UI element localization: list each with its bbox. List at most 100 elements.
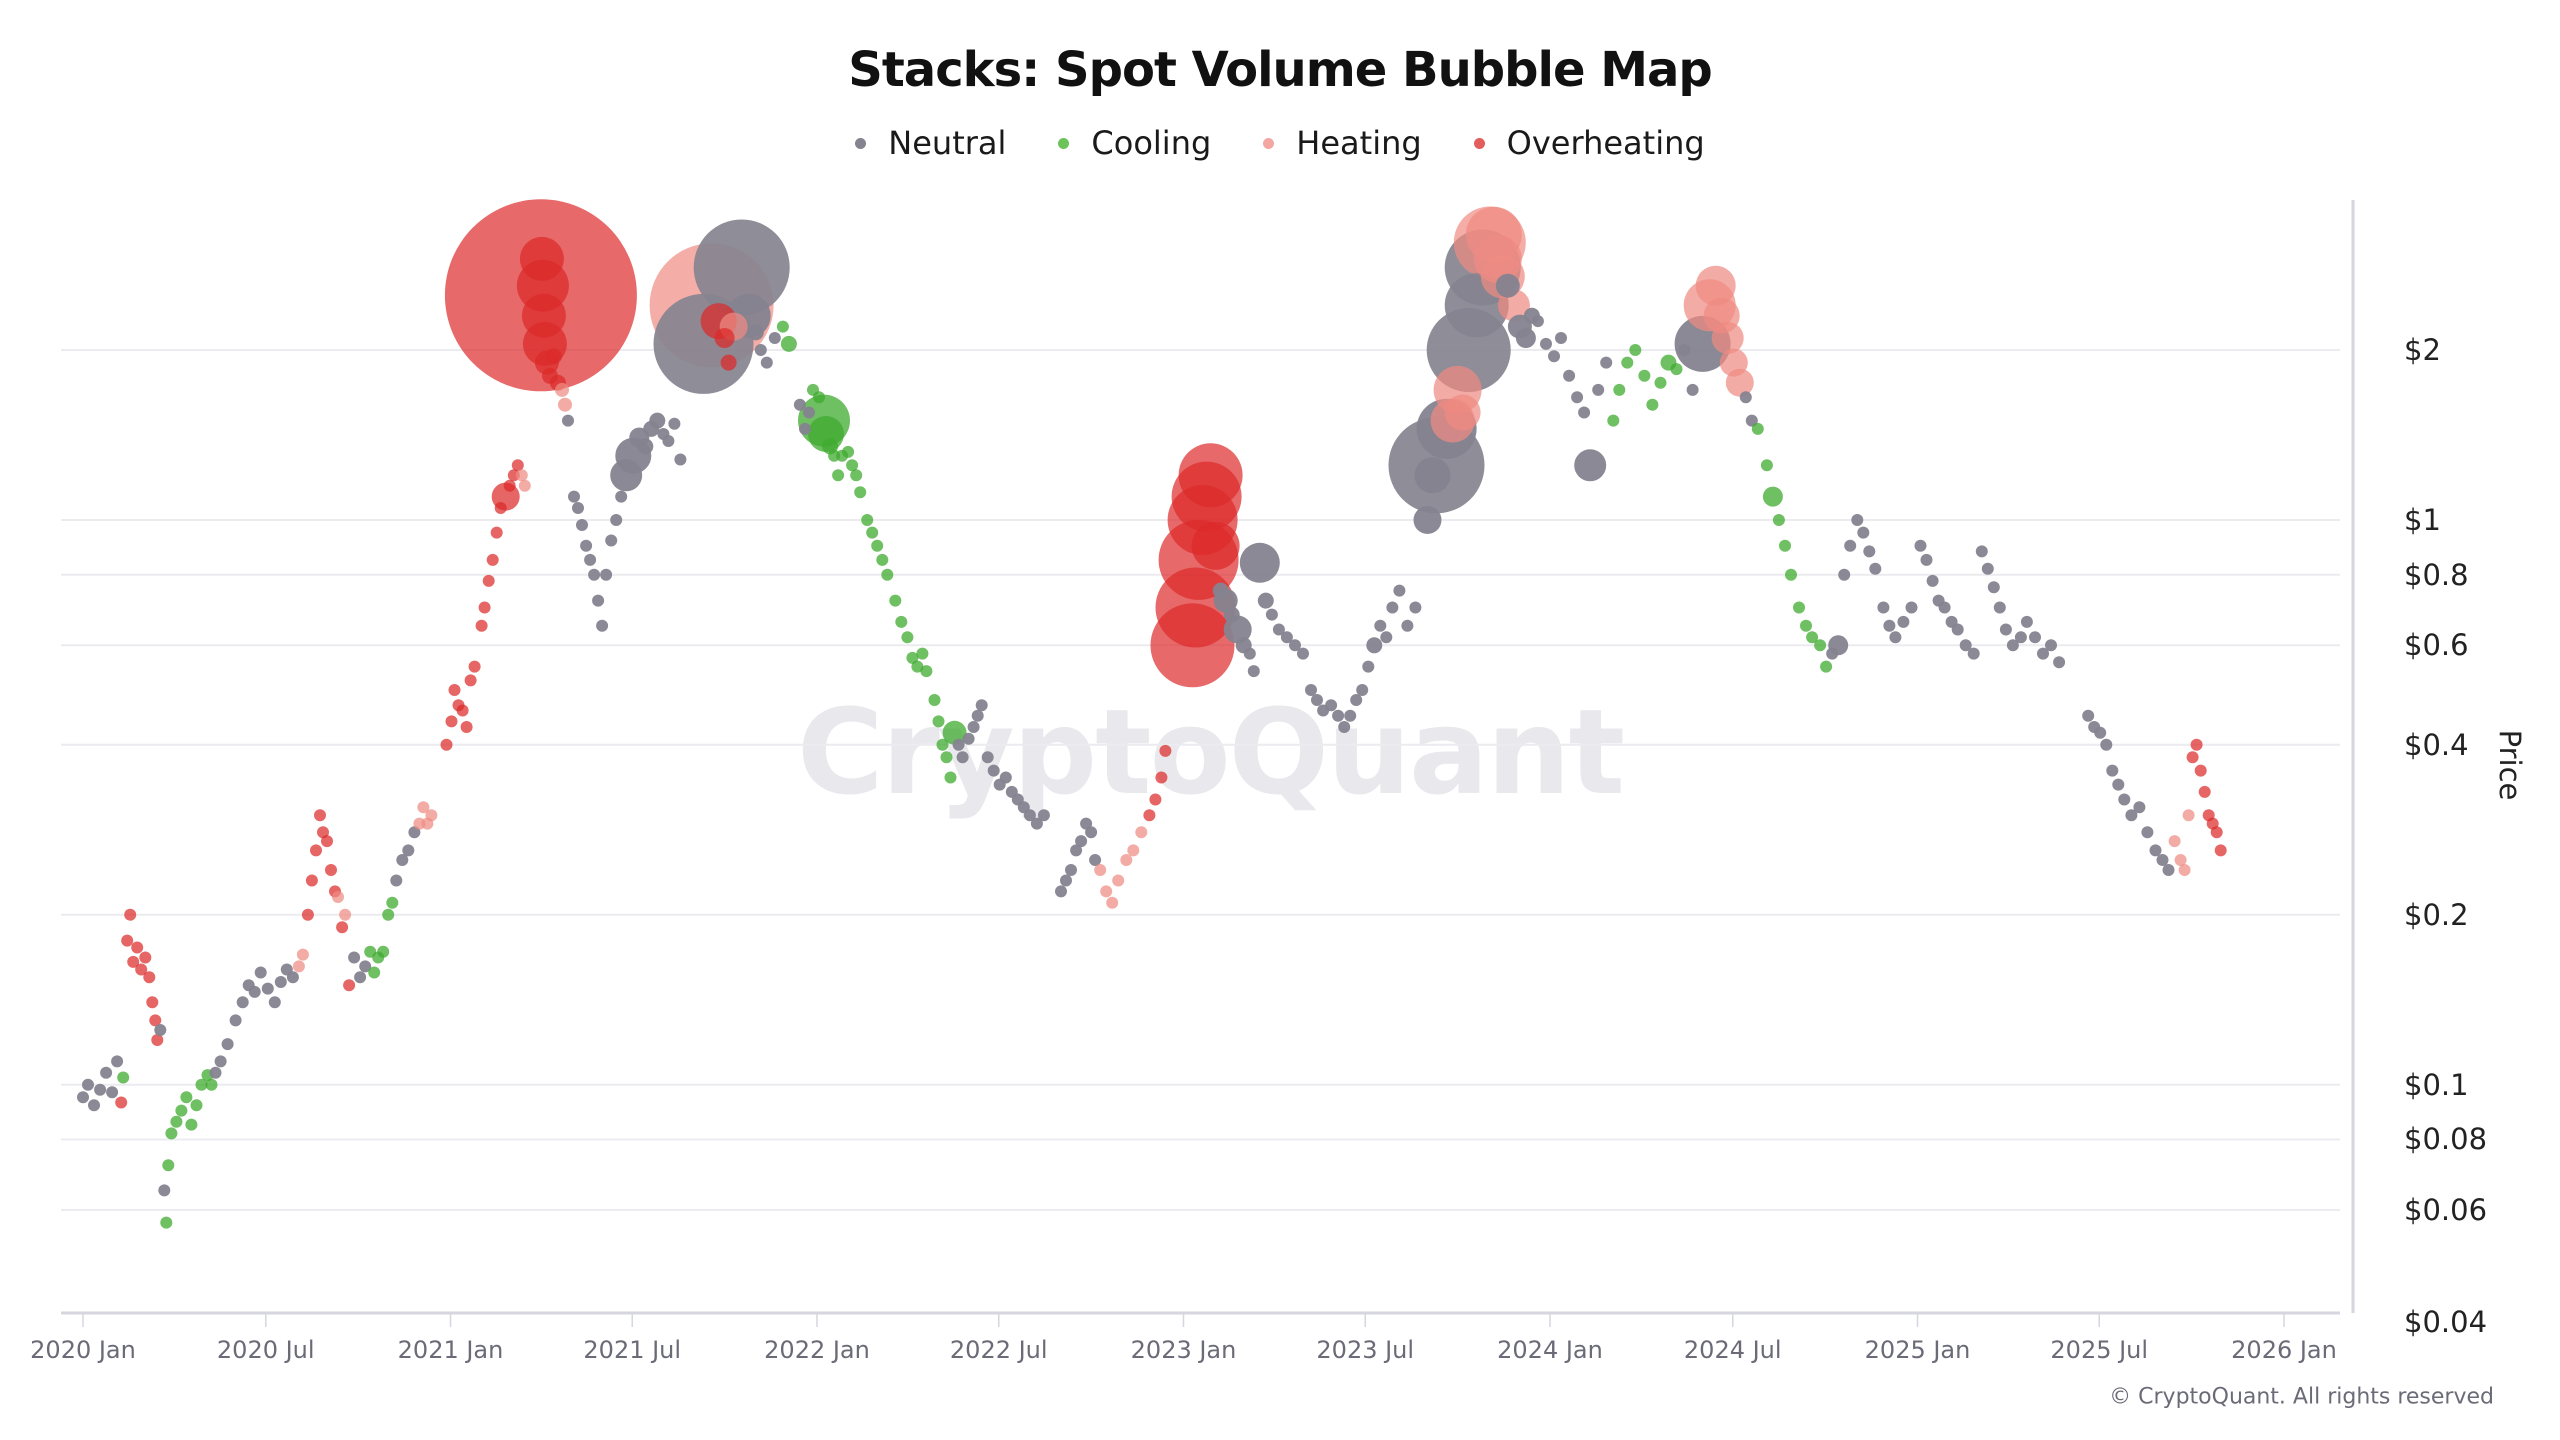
bubble-point[interactable]	[832, 469, 845, 482]
bubble-point[interactable]	[861, 514, 874, 526]
bubble-point[interactable]	[151, 1034, 164, 1046]
bubble-point[interactable]	[2194, 764, 2207, 777]
bubble-point[interactable]	[2053, 656, 2066, 669]
bubble-point[interactable]	[121, 934, 134, 947]
bubble-point[interactable]	[254, 966, 267, 979]
bubble-point[interactable]	[354, 971, 367, 984]
bubble-point[interactable]	[185, 1118, 198, 1131]
bubble-point[interactable]	[2149, 844, 2162, 857]
bubble-point[interactable]	[1120, 854, 1133, 866]
bubble-point[interactable]	[1629, 344, 1642, 356]
bubble-point[interactable]	[901, 631, 914, 644]
bubble-point[interactable]	[1926, 574, 1939, 587]
bubble-point[interactable]	[158, 1184, 171, 1197]
legend-item-cooling[interactable]: Cooling	[1058, 124, 1211, 162]
bubble-point[interactable]	[662, 435, 675, 447]
bubble-point[interactable]	[460, 721, 473, 733]
bubble-point[interactable]	[1344, 709, 1357, 722]
bubble-point[interactable]	[1779, 539, 1791, 552]
bubble-point[interactable]	[88, 1099, 100, 1112]
bubble-point[interactable]	[1793, 601, 1805, 614]
bubble-point[interactable]	[1100, 885, 1113, 898]
bubble-point[interactable]	[1869, 562, 1882, 575]
bubble-point[interactable]	[1075, 835, 1088, 848]
bubble-point[interactable]	[568, 490, 580, 503]
bubble-point[interactable]	[131, 941, 144, 954]
bubble-point[interactable]	[1745, 414, 1758, 427]
bubble-point[interactable]	[981, 751, 994, 764]
bubble-point[interactable]	[610, 459, 643, 492]
bubble-point[interactable]	[1531, 315, 1544, 328]
bubble-point[interactable]	[1863, 545, 1876, 558]
bubble-point[interactable]	[1751, 422, 1764, 435]
bubble-point[interactable]	[475, 619, 488, 632]
bubble-point[interactable]	[94, 1083, 107, 1096]
bubble-point[interactable]	[668, 417, 681, 430]
bubble-point[interactable]	[944, 771, 957, 784]
bubble-point[interactable]	[1851, 514, 1864, 526]
bubble-point[interactable]	[440, 738, 453, 751]
bubble-point[interactable]	[2037, 647, 2049, 660]
bubble-point[interactable]	[1820, 660, 1833, 673]
bubble-point[interactable]	[942, 720, 967, 745]
bubble-point[interactable]	[1338, 721, 1351, 733]
bubble-point[interactable]	[956, 751, 969, 764]
bubble-point[interactable]	[999, 771, 1012, 784]
bubble-point[interactable]	[1332, 709, 1345, 722]
bubble-point[interactable]	[248, 985, 261, 998]
bubble-point[interactable]	[850, 469, 863, 482]
bubble-point[interactable]	[1938, 601, 1951, 614]
bubble-point[interactable]	[558, 397, 572, 412]
bubble-point[interactable]	[1826, 647, 1839, 660]
bubble-point[interactable]	[296, 948, 309, 961]
bubble-point[interactable]	[1444, 394, 1481, 431]
bubble-point[interactable]	[1772, 514, 1785, 526]
bubble-point[interactable]	[274, 976, 287, 988]
bubble-point[interactable]	[2214, 844, 2227, 857]
bubble-point[interactable]	[1563, 369, 1576, 382]
bubble-point[interactable]	[2014, 631, 2027, 644]
bubble-point[interactable]	[2100, 738, 2113, 751]
bubble-point[interactable]	[1993, 601, 2006, 614]
bubble-point[interactable]	[747, 324, 764, 341]
bubble-point[interactable]	[402, 844, 415, 857]
bubble-point[interactable]	[803, 406, 815, 419]
bubble-point[interactable]	[124, 908, 137, 921]
bubble-point[interactable]	[906, 651, 919, 664]
bubble-point[interactable]	[1030, 817, 1043, 830]
bubble-point[interactable]	[962, 732, 975, 745]
bubble-point[interactable]	[842, 445, 855, 458]
bubble-point[interactable]	[1889, 631, 1902, 644]
bubble-point[interactable]	[1223, 606, 1240, 623]
bubble-point[interactable]	[936, 738, 949, 751]
bubble-point[interactable]	[866, 526, 879, 539]
bubble-point[interactable]	[776, 320, 789, 333]
bubble-point[interactable]	[1686, 383, 1699, 396]
bubble-point[interactable]	[720, 354, 737, 371]
bubble-point[interactable]	[975, 699, 988, 712]
bubble-point[interactable]	[1999, 623, 2012, 636]
bubble-point[interactable]	[390, 874, 403, 887]
bubble-point[interactable]	[292, 960, 305, 973]
bubble-point[interactable]	[1037, 809, 1050, 822]
bubble-point[interactable]	[871, 539, 884, 552]
bubble-point[interactable]	[2045, 639, 2057, 652]
legend-item-overheating[interactable]: Overheating	[1473, 124, 1705, 162]
bubble-point[interactable]	[1800, 619, 1812, 632]
bubble-point[interactable]	[154, 1024, 167, 1036]
bubble-point[interactable]	[143, 971, 156, 984]
bubble-point[interactable]	[77, 1091, 89, 1104]
bubble-point[interactable]	[1143, 809, 1156, 822]
bubble-point[interactable]	[482, 574, 495, 587]
bubble-point[interactable]	[760, 356, 773, 369]
bubble-point[interactable]	[464, 674, 477, 687]
bubble-point[interactable]	[1247, 665, 1260, 678]
bubble-point[interactable]	[987, 764, 1000, 777]
bubble-point[interactable]	[286, 971, 299, 984]
bubble-point[interactable]	[1883, 619, 1896, 632]
bubble-point[interactable]	[515, 469, 528, 482]
bubble-point[interactable]	[1920, 553, 1933, 566]
bubble-point[interactable]	[693, 219, 790, 316]
bubble-point[interactable]	[1555, 332, 1567, 344]
bubble-point[interactable]	[417, 801, 430, 814]
